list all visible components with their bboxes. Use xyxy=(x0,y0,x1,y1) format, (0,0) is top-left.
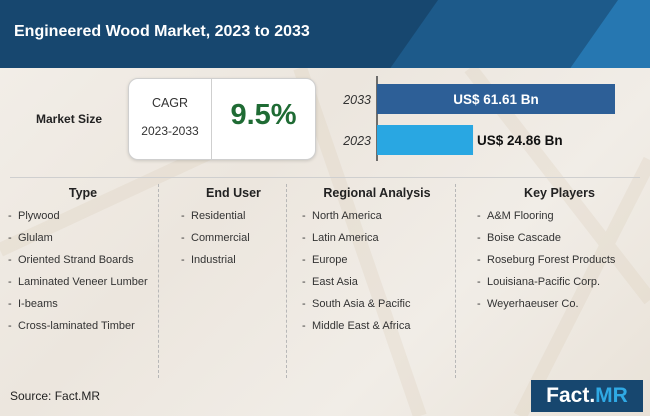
page-title: Engineered Wood Market, 2023 to 2033 xyxy=(14,23,310,40)
list-item: Glulam xyxy=(8,231,158,246)
list-item: Louisiana-Pacific Corp. xyxy=(477,275,642,290)
type-column: Type Plywood Glulam Oriented Strand Boards… xyxy=(8,186,158,341)
list-item: South Asia & Pacific xyxy=(302,297,452,312)
bar-2023 xyxy=(377,125,474,155)
list-item: Laminated Veneer Lumber xyxy=(8,275,158,290)
list-item: Residential xyxy=(181,209,286,224)
market-size-label: Market Size xyxy=(36,112,103,126)
end-user-heading: End User xyxy=(206,186,261,200)
column-divider xyxy=(158,184,159,378)
year-label: 2033 xyxy=(342,93,371,107)
factmr-logo: Fact.MR xyxy=(531,380,643,412)
cagr-label: CAGR xyxy=(151,96,189,110)
key-players-list: A&M Flooring Boise Cascade Roseburg Forest… xyxy=(477,209,642,312)
list-item: Cross-laminated Timber xyxy=(8,319,158,334)
list-item: I-beams xyxy=(8,297,158,312)
bar-value-label: US$ 24.86 Bn xyxy=(477,133,563,148)
list-item: East Asia xyxy=(302,275,452,290)
list-item: Boise Cascade xyxy=(477,231,642,246)
cagr-years: 2023-2033 xyxy=(141,124,199,138)
key-players-column: Key Players A&M Flooring Boise Cascade Ros… xyxy=(477,186,642,319)
list-item: Industrial xyxy=(181,253,286,268)
list-item: Europe xyxy=(302,253,452,268)
list-item: Latin America xyxy=(302,231,452,246)
column-divider xyxy=(455,184,456,378)
cagr-box: CAGR 2023-2033 9.5% xyxy=(128,78,316,160)
list-item: North America xyxy=(302,209,452,224)
key-players-heading: Key Players xyxy=(524,186,595,200)
type-list: Plywood Glulam Oriented Strand Boards Lamin… xyxy=(8,209,158,334)
regional-column: Regional Analysis North America Latin Ame… xyxy=(302,186,452,341)
list-item: Roseburg Forest Products xyxy=(477,253,642,268)
header-banner: Engineered Wood Market, 2023 to 2033 xyxy=(0,0,650,68)
end-user-column: End User Residential Commercial Industrial xyxy=(181,186,286,275)
list-item: Commercial xyxy=(181,231,286,246)
year-label: 2023 xyxy=(342,134,371,148)
bar-2033 xyxy=(377,84,615,114)
cagr-value: 9.5% xyxy=(230,99,297,131)
section-divider xyxy=(10,177,640,178)
list-item: Weyerhaeuser Co. xyxy=(477,297,642,312)
list-item: Oriented Strand Boards xyxy=(8,253,158,268)
bar-value-label: US$ 61.61 Bn xyxy=(453,92,539,107)
column-divider xyxy=(286,184,287,378)
end-user-list: Residential Commercial Industrial xyxy=(181,209,286,268)
list-item: Middle East & Africa xyxy=(302,319,452,334)
list-item: A&M Flooring xyxy=(477,209,642,224)
list-item: Plywood xyxy=(8,209,158,224)
regional-heading: Regional Analysis xyxy=(323,186,431,200)
regional-list: North America Latin America Europe East Asi… xyxy=(302,209,452,334)
type-heading: Type xyxy=(68,186,98,200)
source-note: Source: Fact.MR xyxy=(10,389,101,403)
